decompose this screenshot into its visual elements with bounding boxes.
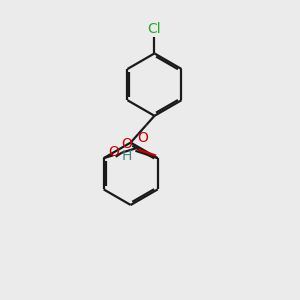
Text: Cl: Cl (148, 22, 161, 36)
Text: O: O (137, 130, 148, 145)
Text: H: H (121, 149, 132, 163)
Text: O: O (108, 145, 119, 159)
Text: O: O (122, 137, 133, 151)
